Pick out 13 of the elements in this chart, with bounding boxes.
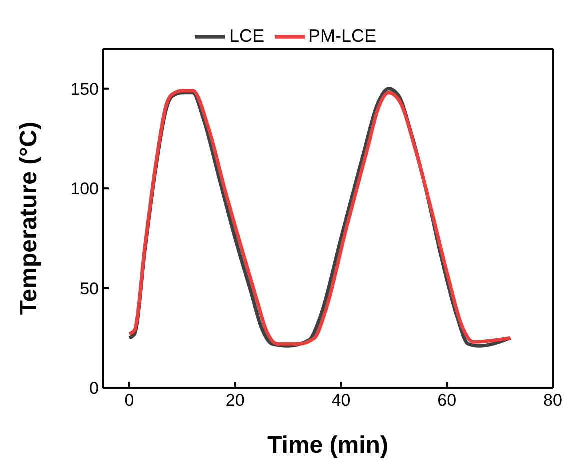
y-tick-label: 100 xyxy=(70,180,99,199)
x-tick-label: 80 xyxy=(544,391,562,410)
y-axis-title: Temperature (°C) xyxy=(16,122,43,316)
legend-label: LCE xyxy=(229,26,264,46)
y-tick-label: 0 xyxy=(90,379,99,398)
x-tick-label: 60 xyxy=(438,391,457,410)
y-tick-label: 50 xyxy=(80,279,99,298)
x-tick-label: 20 xyxy=(226,391,245,410)
x-axis-title: Time (min) xyxy=(268,432,388,459)
y-tick-label: 150 xyxy=(70,80,99,99)
legend-label: PM-LCE xyxy=(308,26,377,46)
x-tick-label: 0 xyxy=(124,391,134,410)
x-tick-label: 40 xyxy=(332,391,351,410)
